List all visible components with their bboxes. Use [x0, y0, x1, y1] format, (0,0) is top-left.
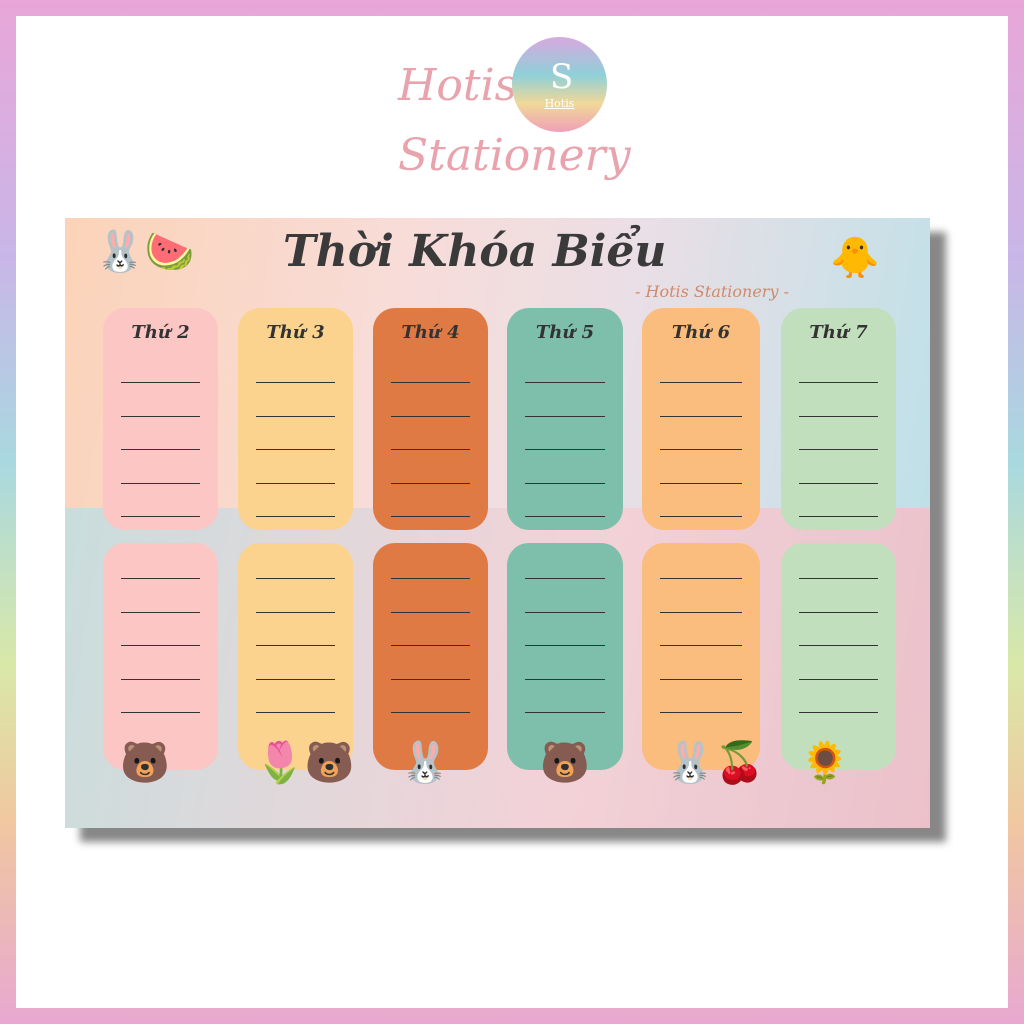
write-line[interactable] — [799, 415, 878, 417]
brand-name-line2: Stationery — [398, 130, 631, 181]
write-line[interactable] — [660, 382, 742, 383]
duck-icon: 🐥 — [830, 235, 880, 280]
day-label: Thứ 6 — [671, 322, 731, 343]
bunny-watermelon-icon: 🐰🍉 — [95, 229, 195, 274]
write-line[interactable] — [525, 645, 605, 646]
write-line[interactable] — [121, 578, 200, 579]
write-line[interactable] — [121, 415, 200, 417]
write-line[interactable] — [391, 611, 470, 613]
write-line[interactable] — [391, 712, 470, 713]
day-column-6-afternoon — [642, 543, 760, 770]
write-line[interactable] — [121, 645, 200, 646]
write-line[interactable] — [525, 678, 605, 680]
bunny-sitting-icon: 🐰 — [400, 740, 450, 785]
write-line[interactable] — [660, 516, 742, 517]
write-line[interactable] — [525, 712, 605, 713]
timetable-subtitle: - Hotis Stationery - — [635, 282, 789, 301]
brand-logo: S Hotis — [512, 37, 607, 132]
day-label: Thứ 7 — [809, 322, 868, 343]
write-line[interactable] — [525, 382, 605, 383]
write-line[interactable] — [391, 382, 470, 383]
day-column-7-morning: Thứ 7 — [781, 308, 896, 530]
bunny-cherries-icon: 🐰🍒 — [665, 740, 765, 785]
timetable-title: Thời Khóa Biểu — [283, 226, 667, 277]
day-column-4-morning: Thứ 4 — [373, 308, 488, 530]
write-line[interactable] — [799, 516, 878, 517]
write-line[interactable] — [660, 578, 742, 579]
write-line[interactable] — [256, 482, 335, 484]
write-line[interactable] — [799, 449, 878, 450]
day-column-2-afternoon — [103, 543, 218, 770]
day-label: Thứ 5 — [535, 322, 595, 343]
write-line[interactable] — [660, 482, 742, 484]
day-column-5-morning: Thứ 5 — [507, 308, 623, 530]
day-label: Thứ 3 — [266, 322, 325, 343]
brand-name-line1: Hotis — [398, 60, 518, 111]
day-column-5-afternoon — [507, 543, 623, 770]
write-line[interactable] — [660, 712, 742, 713]
write-line[interactable] — [256, 678, 335, 680]
day-column-6-morning: Thứ 6 — [642, 308, 760, 530]
bear-umbrella-icon: 🐻 — [120, 740, 170, 785]
write-line[interactable] — [799, 645, 878, 646]
write-line[interactable] — [391, 482, 470, 484]
write-line[interactable] — [256, 645, 335, 646]
write-line[interactable] — [391, 516, 470, 517]
write-line[interactable] — [256, 382, 335, 383]
day-column-7-afternoon — [781, 543, 896, 770]
write-line[interactable] — [799, 611, 878, 613]
day-column-2-morning: Thứ 2 — [103, 308, 218, 530]
write-line[interactable] — [799, 712, 878, 713]
write-line[interactable] — [256, 449, 335, 450]
write-line[interactable] — [256, 611, 335, 613]
write-line[interactable] — [121, 678, 200, 680]
write-line[interactable] — [121, 712, 200, 713]
timetable-sheet: Thời Khóa Biểu - Hotis Stationery - 🐰🍉 🐥… — [65, 218, 930, 828]
bear-flower-icon: 🌷🐻 — [255, 740, 355, 785]
write-line[interactable] — [121, 449, 200, 450]
write-line[interactable] — [121, 482, 200, 484]
day-label: Thứ 4 — [401, 322, 460, 343]
write-line[interactable] — [525, 482, 605, 484]
write-line[interactable] — [256, 516, 335, 517]
write-line[interactable] — [799, 482, 878, 484]
write-line[interactable] — [391, 578, 470, 579]
write-line[interactable] — [256, 712, 335, 713]
write-line[interactable] — [121, 516, 200, 517]
write-line[interactable] — [660, 645, 742, 646]
day-column-3-morning: Thứ 3 — [238, 308, 353, 530]
write-line[interactable] — [391, 678, 470, 680]
write-line[interactable] — [391, 449, 470, 450]
logo-text: Hotis — [544, 97, 575, 110]
write-line[interactable] — [799, 578, 878, 579]
write-line[interactable] — [525, 578, 605, 579]
day-column-4-afternoon — [373, 543, 488, 770]
write-line[interactable] — [391, 645, 470, 646]
write-line[interactable] — [660, 611, 742, 613]
write-line[interactable] — [660, 449, 742, 450]
write-line[interactable] — [660, 415, 742, 417]
write-line[interactable] — [256, 578, 335, 579]
write-line[interactable] — [121, 611, 200, 613]
day-label: Thứ 2 — [131, 322, 190, 343]
write-line[interactable] — [799, 678, 878, 680]
day-column-3-afternoon — [238, 543, 353, 770]
write-line[interactable] — [525, 516, 605, 517]
write-line[interactable] — [525, 449, 605, 450]
write-line[interactable] — [391, 415, 470, 417]
bear-icecream-icon: 🐻 — [540, 740, 590, 785]
write-line[interactable] — [660, 678, 742, 680]
write-line[interactable] — [799, 382, 878, 383]
write-line[interactable] — [525, 611, 605, 613]
swan-icon: S — [550, 57, 574, 97]
write-line[interactable] — [256, 415, 335, 417]
bear-sunflower-icon: 🌻 — [800, 740, 850, 785]
write-line[interactable] — [525, 415, 605, 417]
write-line[interactable] — [121, 382, 200, 383]
